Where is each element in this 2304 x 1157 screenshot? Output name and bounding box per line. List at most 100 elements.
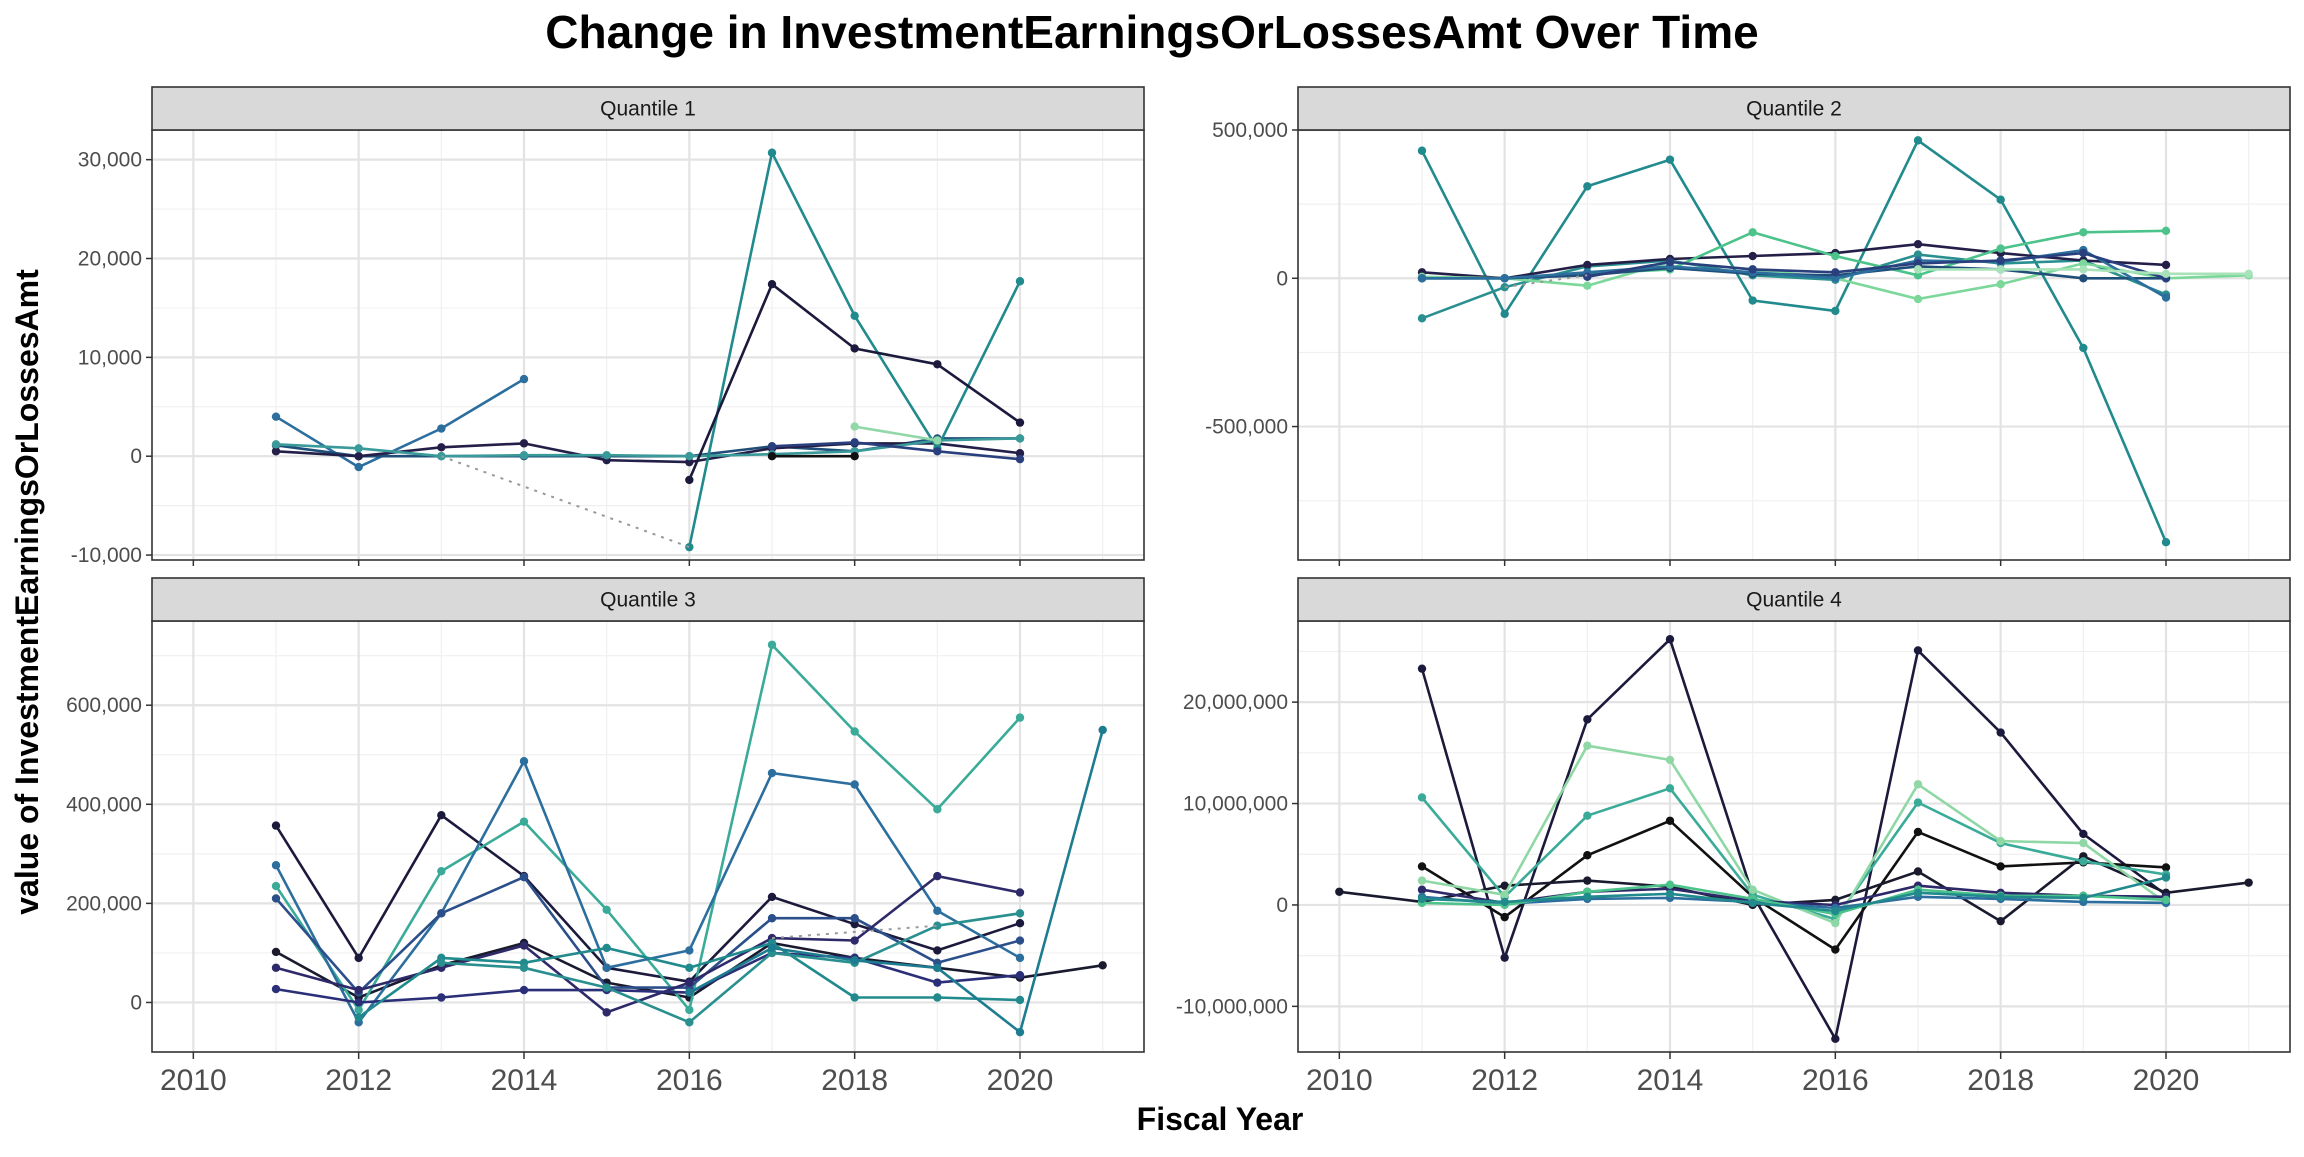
series-10	[685, 725, 1107, 1037]
data-point	[1831, 274, 1840, 283]
data-point	[767, 892, 777, 902]
x-tick-label: 2016	[1802, 1064, 1869, 1097]
data-point	[1996, 280, 2005, 289]
data-point	[685, 1005, 694, 1015]
data-point	[1583, 260, 1592, 270]
series-9	[767, 452, 859, 461]
x-tick-label: 2014	[491, 1064, 558, 1097]
data-point	[1913, 271, 1923, 280]
data-point	[1831, 306, 1840, 316]
data-point	[271, 894, 281, 903]
series-line	[274, 813, 1021, 983]
data-point	[1417, 876, 1427, 885]
data-point	[519, 985, 529, 995]
data-point	[354, 998, 363, 1007]
data-point	[1417, 274, 1427, 283]
y-tick-label: 10,000,000	[1183, 793, 1288, 816]
data-point	[1913, 798, 1923, 807]
data-point	[602, 1008, 611, 1017]
data-point	[1996, 916, 2005, 926]
strip-background	[151, 577, 1145, 622]
data-point	[850, 993, 859, 1002]
data-point	[1500, 309, 1509, 319]
data-point	[1996, 836, 2005, 846]
series-line	[854, 425, 938, 442]
series-6	[685, 280, 1025, 485]
data-point	[1996, 195, 2005, 204]
series-line	[275, 875, 1021, 994]
series-8	[767, 438, 1025, 464]
y-tick-label: 30,000	[78, 149, 142, 172]
data-point	[767, 280, 777, 289]
data-point	[602, 983, 611, 992]
series-5	[685, 148, 1025, 552]
data-point	[1748, 251, 1757, 261]
data-point	[767, 640, 777, 649]
strip-background	[1297, 86, 2291, 131]
data-point	[933, 921, 942, 930]
data-point	[1015, 953, 1025, 963]
panels-layer: -10,000 0 10,000 20,000 30,000 Quantile 1 -500…	[66, 86, 2291, 1097]
x-tick-label: 2018	[1967, 1064, 2034, 1097]
data-point	[1913, 136, 1923, 145]
data-point	[1015, 936, 1025, 945]
data-point	[1748, 898, 1757, 908]
data-point	[2161, 226, 2171, 236]
data-point	[519, 941, 529, 950]
series-line	[1421, 895, 2167, 910]
data-point	[1913, 259, 1923, 268]
data-point	[1583, 182, 1592, 191]
data-point	[2161, 260, 2171, 270]
data-point	[2161, 293, 2171, 302]
x-tick-label: 2014	[1637, 1064, 1704, 1097]
series-1	[1417, 635, 2171, 1044]
data-point	[437, 443, 446, 452]
data-point	[933, 360, 942, 369]
data-point	[354, 462, 363, 472]
data-point	[1500, 282, 1509, 292]
data-point	[933, 978, 942, 987]
y-tick-label: 400,000	[66, 793, 142, 816]
data-point	[1583, 272, 1592, 281]
data-point	[271, 963, 281, 972]
series-line	[688, 729, 1104, 1034]
data-point	[1500, 912, 1509, 922]
series-2	[1417, 816, 2171, 954]
x-tick-label: 2012	[325, 1064, 392, 1097]
data-point	[2079, 274, 2088, 283]
data-point	[1015, 713, 1025, 722]
data-point	[850, 344, 859, 353]
data-point	[2079, 259, 2088, 268]
data-point	[767, 943, 777, 953]
y-tick-label: 0	[130, 991, 142, 1014]
data-point	[1996, 892, 2005, 902]
data-point	[602, 963, 611, 972]
data-point	[1500, 890, 1509, 900]
data-point	[519, 451, 529, 460]
data-point	[1417, 862, 1427, 871]
data-point	[685, 963, 694, 972]
panel-background	[1298, 621, 2290, 1052]
data-point	[1913, 265, 1923, 274]
x-tick-label: 2010	[160, 1064, 227, 1097]
data-point	[685, 475, 694, 485]
data-point	[1098, 961, 1107, 970]
data-point	[2161, 538, 2171, 547]
data-point	[1748, 228, 1757, 237]
y-tick-label: -500,000	[1205, 416, 1288, 439]
data-point	[1417, 885, 1427, 894]
data-point	[354, 953, 363, 963]
y-tick-label: 20,000	[78, 248, 142, 271]
data-point	[850, 422, 859, 431]
data-point	[1500, 274, 1509, 283]
data-point	[767, 148, 777, 157]
data-point	[850, 914, 859, 923]
data-point	[1417, 894, 1427, 904]
data-point	[933, 946, 942, 955]
data-point	[519, 374, 529, 384]
data-point	[1748, 885, 1757, 894]
data-point	[602, 943, 611, 953]
series-9	[1417, 873, 2171, 916]
data-point	[1748, 265, 1757, 274]
